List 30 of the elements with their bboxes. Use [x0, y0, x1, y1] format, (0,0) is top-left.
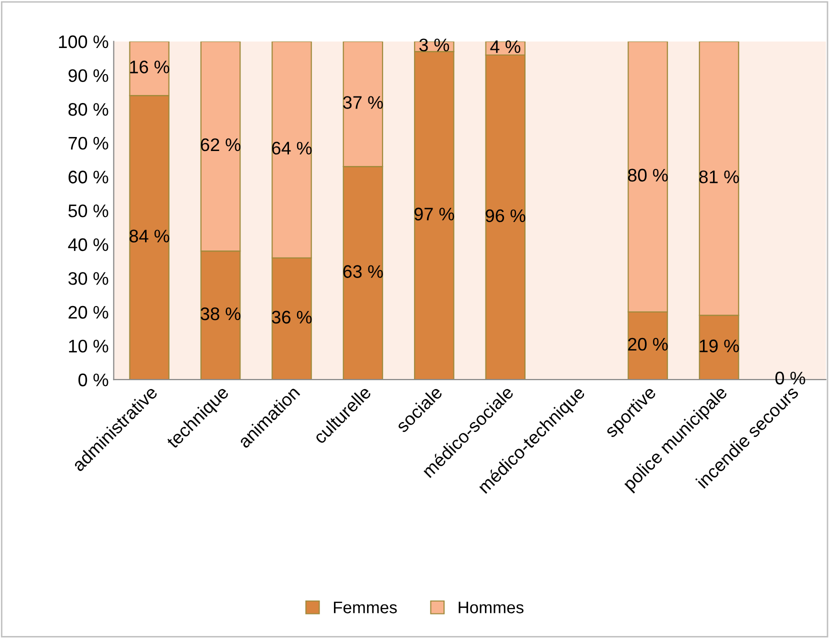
data-label: 36 %	[272, 310, 312, 324]
data-label: 81 %	[699, 170, 739, 184]
data-label: 20 %	[628, 338, 668, 351]
data-label: 37 %	[343, 96, 383, 109]
data-label: 63 %	[343, 265, 383, 278]
data-label: 62 %	[200, 138, 240, 152]
y-tick-label: 80 %	[68, 103, 108, 116]
data-label: 3 %	[419, 38, 450, 52]
data-label: 96 %	[486, 209, 526, 222]
y-tick-label: 30 %	[68, 272, 108, 285]
y-tick-label: 90 %	[68, 69, 108, 82]
data-label: 16 %	[130, 60, 170, 74]
y-tick-label: 60 %	[68, 170, 108, 184]
y-tick-label: 20 %	[68, 306, 108, 319]
data-label: 0 %	[775, 372, 806, 384]
legend-label: Femmes	[334, 602, 397, 614]
y-tick-label: 40 %	[68, 238, 108, 252]
data-label: 4 %	[490, 40, 520, 54]
legend-label: Hommes	[458, 602, 524, 614]
y-tick-label: 70 %	[68, 136, 108, 150]
data-label: 97 %	[414, 208, 454, 220]
data-label: 80 %	[628, 168, 668, 182]
y-tick-label: 0 %	[78, 374, 108, 386]
y-tick-label: 10 %	[69, 340, 108, 353]
data-label: 84 %	[130, 230, 170, 242]
y-tick-label: 50 %	[68, 204, 108, 218]
y-tick-label: 100 %	[59, 35, 108, 48]
data-label: 19 %	[700, 340, 739, 352]
data-label: 64 %	[272, 142, 312, 155]
data-label: 38 %	[200, 307, 240, 320]
